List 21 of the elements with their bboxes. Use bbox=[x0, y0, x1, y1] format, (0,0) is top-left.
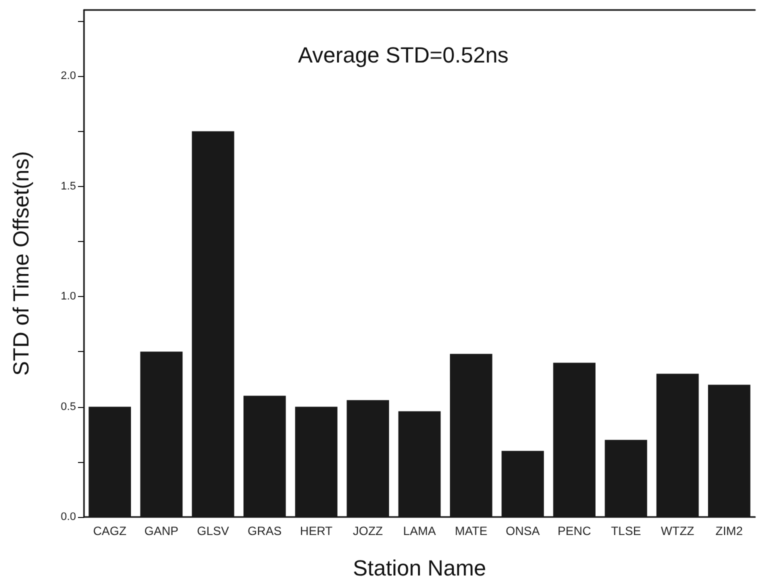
y-tick-label: 0.0 bbox=[60, 511, 76, 523]
x-tick-label: GLSV bbox=[197, 524, 230, 538]
y-tick-label: 2.0 bbox=[60, 70, 76, 82]
x-tick-label: HERT bbox=[300, 524, 334, 538]
x-tick-label: LAMA bbox=[403, 524, 436, 538]
y-tick-label: 1.5 bbox=[60, 180, 76, 192]
y-axis-title: STD of Time Offset(ns) bbox=[8, 151, 34, 376]
x-tick-label: TLSE bbox=[610, 524, 641, 538]
annotation: Average STD=0.52ns bbox=[298, 42, 509, 68]
x-tick-label: MATE bbox=[454, 524, 488, 538]
x-tick-label: GANP bbox=[144, 524, 178, 538]
x-tick-label: PENC bbox=[558, 524, 592, 538]
y-tick-label: 1.0 bbox=[60, 290, 76, 303]
y-tick-label: 0.5 bbox=[60, 400, 76, 413]
x-tick-label: WTZZ bbox=[660, 524, 694, 538]
x-tick-label: JOZZ bbox=[352, 524, 383, 538]
x-tick-label: ONSA bbox=[506, 524, 540, 538]
x-axis-title: Station Name bbox=[352, 556, 486, 580]
x-tick-label: CAGZ bbox=[93, 524, 126, 538]
x-tick-label: GRAS bbox=[248, 524, 282, 538]
x-tick-label: ZIM2 bbox=[716, 524, 744, 538]
